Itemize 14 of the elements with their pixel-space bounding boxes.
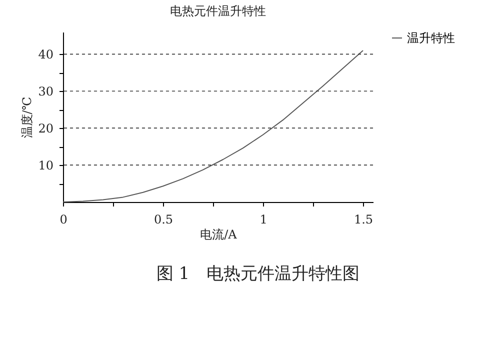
x-tick-label: 1 [260,212,268,226]
y-tick-label: 10 [38,158,54,173]
legend-label: 温升特性 [407,31,455,45]
y-axis-title: 温度/℃ [20,96,34,138]
x-tick-label: 0 [60,212,68,226]
y-tick-label: 20 [38,122,54,136]
x-tick-label: 0.5 [154,212,174,226]
line-series [62,50,364,202]
caption: 图 1 电热元件温升特性图 [156,264,360,284]
y-tick-label: 40 [38,48,54,62]
y-tick-label: 30 [38,84,54,99]
x-axis-title: 电流/A [200,228,238,242]
chart-title: 电热元件温升特性 [170,4,266,18]
x-tick-label: 1.5 [354,212,374,226]
